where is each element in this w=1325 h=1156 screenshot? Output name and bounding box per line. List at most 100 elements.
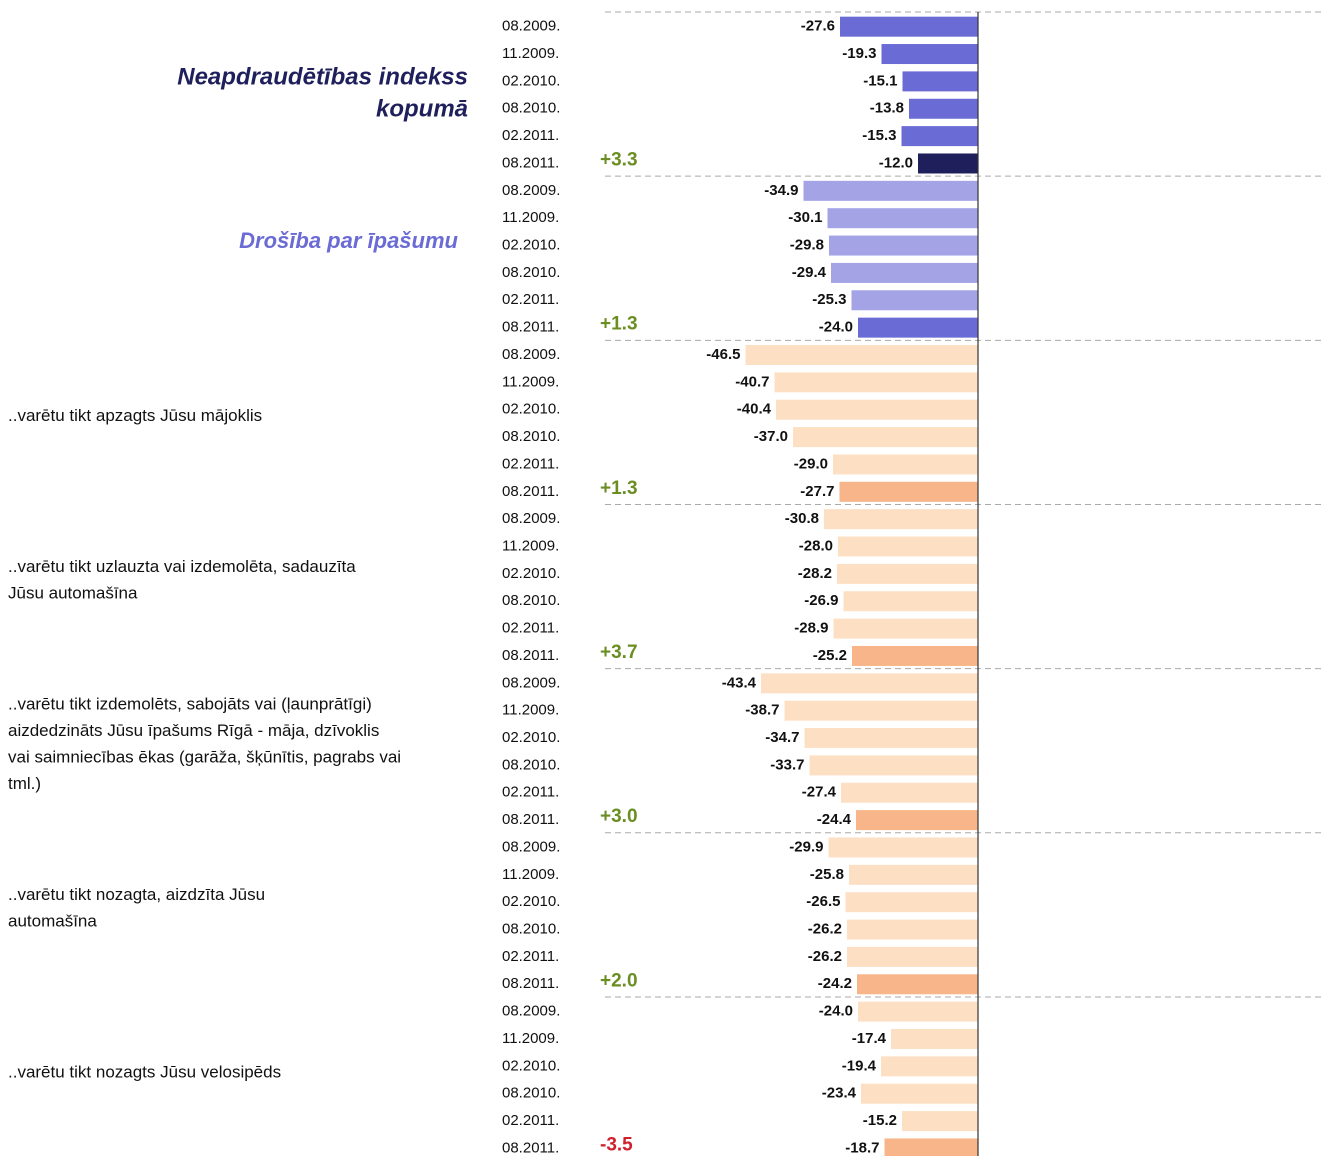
bar	[824, 509, 978, 530]
bar	[891, 1029, 978, 1049]
group-label: Neapdraudētības indekss	[177, 63, 468, 90]
date-label: 08.2011.	[502, 319, 559, 336]
date-label: 11.2009.	[502, 209, 559, 226]
value-label: -27.6	[801, 18, 835, 35]
bar	[761, 673, 978, 694]
bar	[839, 481, 978, 502]
value-label: -24.2	[818, 975, 852, 992]
date-label: 02.2011.	[502, 127, 559, 144]
date-label: 08.2009.	[502, 18, 560, 35]
date-label: 11.2009.	[502, 866, 559, 883]
bar	[847, 919, 978, 940]
bar	[858, 1001, 978, 1022]
bar	[845, 892, 978, 913]
date-label: 11.2009.	[502, 702, 559, 719]
value-label: -25.2	[813, 647, 847, 664]
date-label: 11.2009.	[502, 537, 559, 554]
bar	[901, 126, 978, 147]
value-label: -38.7	[745, 702, 779, 719]
value-label: -28.2	[798, 565, 832, 582]
value-label: -30.8	[785, 510, 819, 527]
bar	[831, 262, 978, 283]
bar	[909, 98, 978, 119]
value-label: -19.4	[842, 1057, 877, 1074]
bar	[851, 290, 978, 311]
value-label: -34.7	[765, 729, 799, 746]
value-label: -15.1	[863, 72, 897, 89]
value-label: -43.4	[722, 674, 757, 691]
bar	[804, 728, 978, 749]
bar	[841, 782, 978, 803]
value-label: -23.4	[822, 1085, 857, 1102]
value-label: -15.3	[862, 127, 896, 144]
value-label: -30.1	[788, 209, 822, 226]
bar	[902, 1111, 978, 1132]
bar	[881, 1056, 978, 1077]
bar	[840, 16, 978, 37]
bar	[829, 235, 978, 256]
date-label: 02.2010.	[502, 729, 560, 746]
bar	[852, 645, 978, 666]
change-label: +3.0	[600, 806, 638, 827]
date-label: 02.2011.	[502, 1112, 559, 1129]
value-label: -25.3	[812, 291, 846, 308]
change-label: +2.0	[600, 970, 638, 991]
group-label: Jūsu automašīna	[8, 583, 138, 602]
bar	[847, 946, 978, 967]
bar	[856, 810, 978, 831]
value-label: -12.0	[879, 154, 913, 171]
value-label: -25.8	[810, 866, 844, 883]
bar	[849, 864, 978, 885]
bar	[745, 345, 978, 365]
bar	[857, 974, 978, 995]
date-label: 08.2009.	[502, 346, 560, 363]
bar	[902, 71, 978, 92]
bar	[833, 454, 978, 475]
value-label: -26.5	[806, 893, 840, 910]
bar	[833, 618, 978, 639]
group-label: ..varētu tikt nozagts Jūsu velosipēds	[8, 1063, 281, 1082]
date-label: 02.2010.	[502, 401, 560, 418]
change-label: -3.5	[600, 1134, 633, 1155]
date-label: 08.2009.	[502, 674, 560, 691]
date-label: 08.2010.	[502, 921, 560, 938]
group-label: aizdedzināts Jūsu īpašums Rīgā - māja, d…	[8, 721, 379, 740]
group-label: automašīna	[8, 912, 97, 931]
bar	[793, 427, 978, 448]
date-label: 08.2010.	[502, 264, 560, 281]
group-label: kopumā	[376, 95, 468, 122]
value-label: -28.9	[794, 620, 828, 637]
value-label: -29.4	[792, 264, 827, 281]
date-label: 02.2010.	[502, 237, 560, 254]
value-label: -37.0	[754, 428, 788, 445]
value-label: -17.4	[852, 1030, 887, 1047]
date-label: 08.2010.	[502, 1085, 560, 1102]
date-label: 11.2009.	[502, 373, 559, 390]
group-label: ..varētu tikt izdemolēts, sabojāts vai (…	[8, 694, 372, 713]
date-label: 08.2009.	[502, 182, 560, 199]
value-label: -40.7	[735, 373, 769, 390]
value-label: -24.0	[819, 319, 853, 336]
bar	[858, 317, 978, 338]
date-label: 02.2010.	[502, 72, 560, 89]
date-label: 02.2010.	[502, 565, 560, 582]
value-label: -27.7	[800, 483, 834, 500]
group-label: ..varētu tikt apzagts Jūsu mājoklis	[8, 406, 262, 425]
bar	[809, 755, 978, 776]
bar	[774, 372, 978, 393]
change-label: +3.7	[600, 642, 638, 663]
bar	[803, 180, 978, 201]
value-label: -29.0	[794, 455, 828, 472]
value-label: -29.9	[789, 838, 823, 855]
group-label: tml.)	[8, 774, 41, 793]
date-label: 08.2011.	[502, 154, 559, 171]
bar	[881, 44, 978, 65]
value-label: -33.7	[770, 756, 804, 773]
value-label: -26.2	[808, 921, 842, 938]
group-label: ..varētu tikt nozagta, aizdzīta Jūsu	[8, 885, 265, 904]
date-label: 08.2009.	[502, 838, 560, 855]
date-label: 08.2010.	[502, 100, 560, 117]
bar	[861, 1083, 978, 1104]
value-label: -46.5	[706, 346, 740, 363]
